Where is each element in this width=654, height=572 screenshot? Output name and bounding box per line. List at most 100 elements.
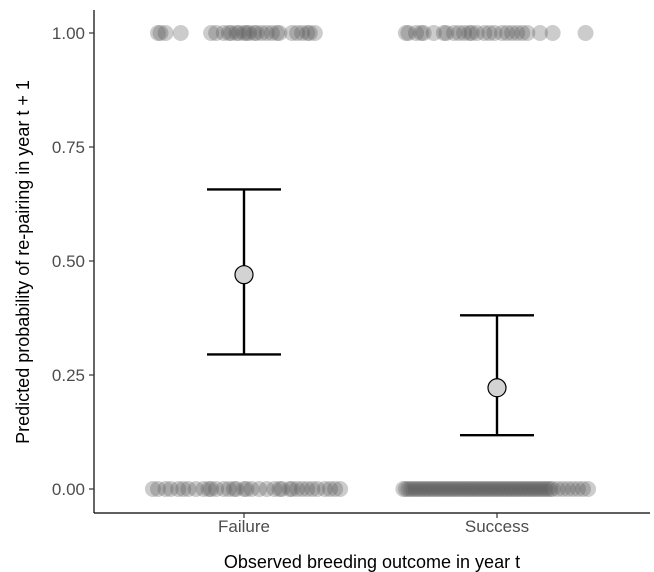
raw-data-point	[408, 25, 425, 41]
raw-data-point	[544, 25, 561, 41]
raw-data-point	[521, 481, 538, 497]
raw-data-point	[266, 481, 283, 497]
raw-data-point	[504, 25, 521, 41]
y-tick-label: 0.50	[52, 252, 85, 271]
raw-data-point	[309, 481, 326, 497]
raw-observations	[144, 25, 597, 497]
raw-data-point	[443, 481, 460, 497]
raw-data-point	[433, 481, 450, 497]
raw-data-point	[322, 481, 339, 497]
raw-data-point	[228, 481, 245, 497]
raw-data-point	[271, 481, 288, 497]
y-tick-label: 1.00	[52, 24, 85, 43]
raw-data-point	[220, 481, 237, 497]
raw-data-point	[152, 25, 169, 41]
raw-data-point	[569, 481, 586, 497]
raw-data-point	[195, 481, 212, 497]
raw-data-point	[577, 25, 594, 41]
raw-data-point	[554, 481, 571, 497]
raw-data-point	[511, 481, 528, 497]
raw-data-point	[418, 481, 435, 497]
raw-data-point	[519, 481, 536, 497]
raw-data-point	[284, 25, 301, 41]
raw-data-point	[448, 481, 465, 497]
raw-data-point	[476, 481, 493, 497]
raw-data-point	[494, 25, 511, 41]
raw-data-point	[428, 481, 445, 497]
raw-data-point	[423, 481, 440, 497]
raw-data-point	[289, 481, 306, 497]
raw-data-point	[397, 25, 414, 41]
raw-data-point	[223, 25, 240, 41]
x-tick-label: Failure	[218, 517, 270, 536]
raw-data-point	[542, 481, 559, 497]
raw-data-point	[430, 481, 447, 497]
raw-data-point	[400, 481, 417, 497]
raw-data-point	[506, 481, 523, 497]
raw-data-point	[486, 25, 503, 41]
raw-data-point	[499, 481, 516, 497]
raw-data-point	[489, 481, 505, 497]
raw-data-point	[549, 481, 566, 497]
raw-data-point	[180, 481, 197, 497]
raw-data-point	[400, 25, 417, 41]
raw-data-point	[516, 481, 533, 497]
raw-data-point	[413, 481, 430, 497]
raw-data-point	[208, 481, 225, 497]
raw-data-point	[463, 25, 480, 41]
raw-data-point	[425, 481, 442, 497]
raw-data-point	[157, 25, 174, 41]
raw-data-point	[499, 25, 516, 41]
raw-data-point	[461, 25, 478, 41]
raw-data-point	[200, 481, 217, 497]
raw-data-point	[281, 481, 298, 497]
raw-data-point	[435, 481, 452, 497]
raw-data-point	[208, 25, 225, 41]
raw-data-point	[466, 481, 483, 497]
raw-data-point	[526, 481, 543, 497]
raw-data-point	[238, 25, 255, 41]
y-axis-title: Predicted probability of re-pairing in y…	[13, 80, 33, 444]
x-axis-title: Observed breeding outcome in year t	[224, 552, 520, 572]
raw-data-point	[397, 481, 414, 497]
raw-data-point	[575, 481, 592, 497]
raw-data-point	[263, 25, 280, 41]
raw-data-point	[175, 481, 192, 497]
raw-data-point	[228, 25, 245, 41]
raw-data-point	[483, 481, 500, 497]
raw-data-point	[405, 481, 422, 497]
raw-data-point	[402, 481, 419, 497]
raw-data-point	[299, 25, 316, 41]
raw-data-point	[519, 25, 536, 41]
raw-data-point	[258, 481, 275, 497]
raw-data-point	[248, 25, 265, 41]
raw-data-point	[415, 25, 432, 41]
raw-data-point	[473, 481, 490, 497]
raw-data-point	[294, 481, 311, 497]
raw-data-point	[425, 25, 442, 41]
raw-data-point	[524, 481, 541, 497]
raw-data-point	[294, 25, 311, 41]
raw-data-point	[273, 481, 290, 497]
model-estimates	[207, 188, 534, 437]
raw-data-point	[243, 481, 260, 497]
raw-data-point	[415, 481, 432, 497]
raw-data-point	[481, 25, 498, 41]
raw-data-point	[496, 481, 513, 497]
raw-data-point	[157, 481, 174, 497]
y-tick-label: 0.75	[52, 138, 85, 157]
raw-data-point	[236, 25, 252, 41]
raw-data-point	[532, 481, 549, 497]
raw-data-point	[468, 25, 485, 41]
raw-data-point	[420, 481, 437, 497]
raw-data-point	[410, 481, 427, 497]
y-ticks: 0.00 0.25 0.50 0.75 1.00	[52, 24, 94, 499]
raw-data-point	[544, 481, 561, 497]
raw-data-point	[332, 481, 349, 497]
raw-data-point	[304, 481, 321, 497]
raw-data-point	[461, 481, 478, 497]
raw-data-point	[438, 25, 455, 41]
raw-data-point	[463, 481, 480, 497]
raw-data-point	[144, 481, 161, 497]
